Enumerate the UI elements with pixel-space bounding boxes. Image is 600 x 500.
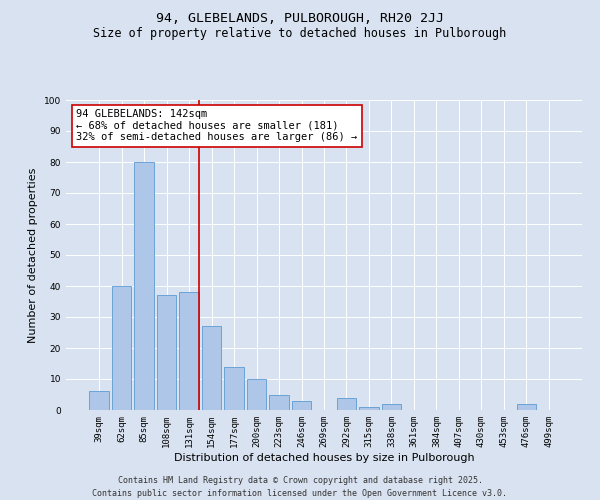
- Bar: [359, 407, 379, 410]
- Bar: [89, 392, 109, 410]
- Bar: [382, 404, 401, 410]
- Bar: [157, 296, 176, 410]
- Bar: [112, 286, 131, 410]
- Text: Contains HM Land Registry data © Crown copyright and database right 2025.
Contai: Contains HM Land Registry data © Crown c…: [92, 476, 508, 498]
- Y-axis label: Number of detached properties: Number of detached properties: [28, 168, 38, 342]
- Bar: [337, 398, 356, 410]
- Bar: [247, 379, 266, 410]
- Bar: [224, 366, 244, 410]
- Text: Size of property relative to detached houses in Pulborough: Size of property relative to detached ho…: [94, 28, 506, 40]
- Bar: [269, 394, 289, 410]
- Bar: [202, 326, 221, 410]
- Text: 94 GLEBELANDS: 142sqm
← 68% of detached houses are smaller (181)
32% of semi-det: 94 GLEBELANDS: 142sqm ← 68% of detached …: [76, 110, 358, 142]
- Bar: [517, 404, 536, 410]
- Bar: [179, 292, 199, 410]
- X-axis label: Distribution of detached houses by size in Pulborough: Distribution of detached houses by size …: [173, 452, 475, 462]
- Bar: [292, 400, 311, 410]
- Bar: [134, 162, 154, 410]
- Text: 94, GLEBELANDS, PULBOROUGH, RH20 2JJ: 94, GLEBELANDS, PULBOROUGH, RH20 2JJ: [156, 12, 444, 26]
